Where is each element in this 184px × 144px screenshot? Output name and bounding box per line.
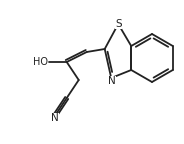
- Text: HO: HO: [33, 57, 48, 67]
- Text: S: S: [115, 19, 121, 29]
- Text: N: N: [108, 76, 116, 86]
- Text: N: N: [51, 113, 59, 123]
